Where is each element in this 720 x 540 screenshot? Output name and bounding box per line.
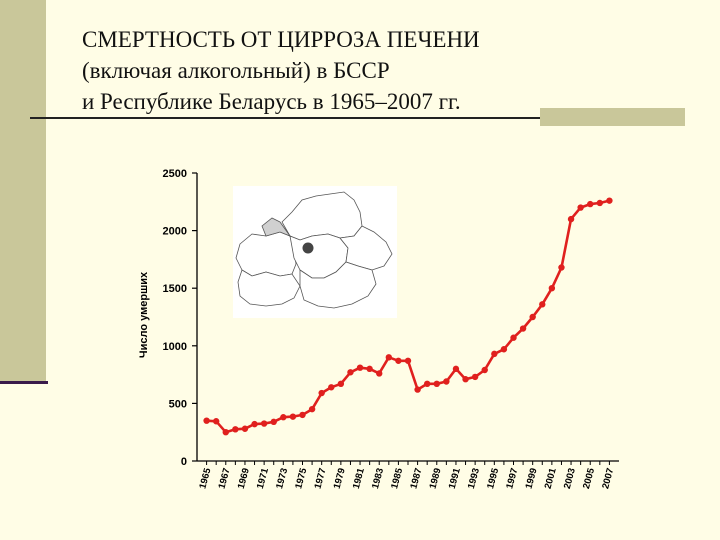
x-tick-label: 1965 [197,466,213,490]
data-point [366,365,373,373]
title-line-3: и Республике Беларусь в 1965–2007 гг. [82,89,461,114]
data-point [443,378,450,385]
data-point [328,384,335,391]
data-point [212,418,220,425]
data-point [280,414,287,421]
title-divider [30,117,540,119]
title-line-2: (включая алкогольный) в БССР [82,58,390,83]
data-point [587,200,594,208]
data-point [452,365,460,373]
x-tick-label: 1979 [332,467,348,490]
y-tick-label: 2500 [163,168,187,180]
data-point [289,413,297,420]
data-point [270,418,277,426]
data-point [471,373,479,381]
data-point [510,334,517,341]
data-point [433,380,440,388]
data-point [318,389,325,397]
data-point [251,420,258,428]
data-point [519,325,527,332]
x-tick-label: 1973 [274,467,290,490]
data-point [548,285,556,292]
x-tick-label: 1975 [293,466,309,490]
data-point [414,386,421,393]
data-point [539,301,546,308]
data-point [308,405,316,413]
decorative-accent-line [0,381,48,384]
data-point [395,357,402,364]
map-region-west [261,217,292,237]
belarus-map-icon [233,186,397,318]
data-point [606,197,613,204]
slide-title: СМЕРТНОСТЬ ОТ ЦИРРОЗА ПЕЧЕНИ (включая ал… [82,24,682,117]
data-point [567,215,575,223]
y-tick-label: 1500 [163,283,187,295]
map-region-gomel [299,261,377,309]
title-line-1: СМЕРТНОСТЬ ОТ ЦИРРОЗА ПЕЧЕНИ [82,27,480,52]
x-tick-label: 1969 [236,467,252,490]
data-point [203,417,210,424]
data-point [558,264,565,271]
x-tick-label: 1991 [447,466,463,490]
x-tick-label: 1981 [351,466,367,490]
x-tick-label: 2001 [543,466,559,490]
decorative-accent-bar [0,0,46,383]
y-tick-label: 500 [169,398,187,410]
map-region-brest [237,269,301,307]
data-point [462,376,469,383]
decorative-divider-box [540,108,685,126]
x-tick-label: 1983 [370,467,386,490]
data-point [500,346,508,353]
data-point [491,350,498,358]
map-region-mogilev [339,225,393,271]
x-tick-label: 1995 [485,466,501,490]
data-point [260,420,268,427]
x-tick-label: 1987 [408,467,424,490]
y-tick-label: 0 [181,456,187,468]
x-tick-label: 2005 [581,466,597,490]
x-tick-label: 2007 [600,467,616,490]
y-tick-label: 1000 [163,341,187,353]
x-tick-label: 1999 [523,467,539,490]
data-point [337,380,345,388]
data-point [404,357,412,364]
x-tick-label: 1989 [428,467,444,490]
data-point [347,369,354,376]
x-tick-label: 2003 [562,467,578,490]
x-tick-label: 1977 [312,467,328,490]
minsk-marker [302,242,314,254]
x-tick-label: 1967 [217,467,233,490]
x-tick-label: 1993 [466,467,482,490]
data-point [385,354,393,361]
y-axis-title: Число умерших [138,271,150,358]
data-point [241,425,249,432]
data-point [577,204,584,211]
data-point [529,313,536,321]
x-tick-label: 1997 [504,467,520,490]
data-point [423,380,431,388]
x-tick-label: 1971 [255,466,271,490]
data-point [356,364,364,371]
data-point [299,411,306,419]
data-point [232,426,239,433]
x-tick-label: 1985 [389,466,405,490]
data-point [376,370,383,377]
data-point [596,199,604,207]
y-tick-label: 2000 [163,226,187,238]
data-point [481,366,488,374]
data-point [222,429,229,436]
